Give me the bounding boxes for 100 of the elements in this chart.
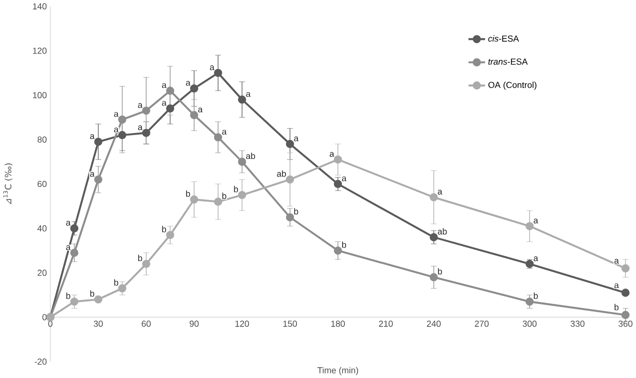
x-tick-label: 360	[618, 320, 632, 327]
annotation: a	[90, 134, 95, 139]
point	[70, 248, 78, 257]
point	[118, 115, 126, 124]
point	[621, 264, 630, 272]
point	[214, 133, 222, 142]
x-tick-label: 240	[426, 320, 441, 327]
point	[166, 86, 174, 95]
point	[621, 310, 630, 319]
point	[190, 110, 198, 120]
legend-label: OA (Control)	[488, 81, 536, 90]
point	[621, 288, 630, 297]
annotation: a	[614, 283, 619, 288]
y-tick-label: 80	[38, 136, 47, 142]
point	[430, 272, 438, 282]
point	[70, 297, 78, 306]
point	[166, 230, 174, 239]
annotation: a	[162, 100, 166, 106]
annotation: a	[222, 130, 227, 134]
point	[190, 195, 198, 204]
point	[142, 260, 150, 268]
x-tick-label: 300	[522, 320, 537, 327]
point	[94, 175, 102, 184]
point	[526, 222, 534, 230]
y-tick-label: 120	[33, 47, 47, 54]
annotation: b	[66, 292, 70, 299]
annotation: b	[438, 268, 442, 274]
annotation: b	[294, 208, 298, 214]
y-tick-label: -20	[34, 358, 47, 365]
annotation: a	[138, 125, 143, 130]
annotation: b	[138, 254, 142, 262]
x-tick-label: 30	[94, 320, 103, 327]
point	[190, 84, 198, 92]
point	[238, 95, 246, 104]
annotation: b	[186, 190, 190, 197]
y-axis-title: ⊿$^{13}$C (‰)	[3, 163, 12, 204]
point	[142, 128, 150, 137]
annotation: a	[438, 190, 442, 194]
annotation: b	[114, 279, 118, 286]
point	[118, 130, 126, 140]
annotation: b	[614, 304, 619, 310]
point	[286, 213, 294, 222]
annotation: b	[534, 292, 538, 299]
annotation: a	[198, 107, 203, 112]
annotation: ab	[246, 152, 256, 159]
y-tick-label: 40	[37, 225, 47, 232]
point	[334, 180, 342, 188]
point	[286, 140, 294, 148]
annotation: a	[66, 245, 71, 250]
annotation: a	[330, 152, 334, 157]
annotation: a	[210, 65, 214, 70]
legend-label: trans-ESA	[488, 58, 528, 65]
point	[430, 233, 438, 242]
y-tick-label: 100	[33, 92, 47, 98]
annotation: a	[114, 127, 119, 132]
annotation: b	[90, 290, 94, 297]
point	[142, 106, 150, 115]
point	[214, 197, 222, 206]
annotation: a	[246, 92, 251, 97]
x-tick-label: 210	[379, 320, 393, 327]
annotation: ab	[276, 170, 286, 177]
point	[526, 297, 534, 306]
legend-label: cis-ESA	[488, 35, 519, 42]
annotation: a	[90, 172, 95, 177]
x-tick-label: 60	[142, 320, 151, 327]
point	[70, 224, 78, 232]
y-tick-label: 20	[38, 270, 47, 276]
annotation: a	[138, 103, 143, 108]
annotation: a	[186, 80, 190, 86]
point	[238, 158, 246, 166]
point	[334, 155, 342, 164]
point	[238, 190, 246, 199]
point	[166, 104, 174, 112]
annotation: b	[234, 186, 238, 192]
annotation: a	[114, 112, 119, 117]
annotation: a	[614, 258, 619, 264]
annotation: a	[294, 136, 299, 142]
annotation: a	[162, 83, 166, 88]
y-tick-label: 140	[33, 3, 47, 10]
annotation: a	[342, 176, 346, 182]
annotation: a	[66, 220, 71, 226]
point	[430, 193, 438, 202]
annotation: ab	[438, 228, 447, 234]
x-tick-label: 330	[570, 320, 585, 327]
point	[286, 175, 294, 184]
annotation: a	[534, 256, 538, 262]
point	[118, 284, 126, 292]
x-tick-label: 150	[283, 320, 297, 327]
point	[94, 295, 102, 304]
point	[214, 68, 222, 77]
point	[94, 138, 102, 146]
annotation: b	[162, 226, 166, 232]
x-axis-title: Time (min)	[317, 366, 358, 375]
x-tick-label: 120	[235, 320, 249, 327]
annotation: a	[534, 218, 538, 224]
x-tick-label: 180	[331, 320, 345, 327]
point	[334, 246, 342, 254]
annotation: b	[342, 241, 346, 248]
x-tick-label: 270	[474, 320, 489, 327]
y-tick-label: 60	[38, 180, 47, 187]
